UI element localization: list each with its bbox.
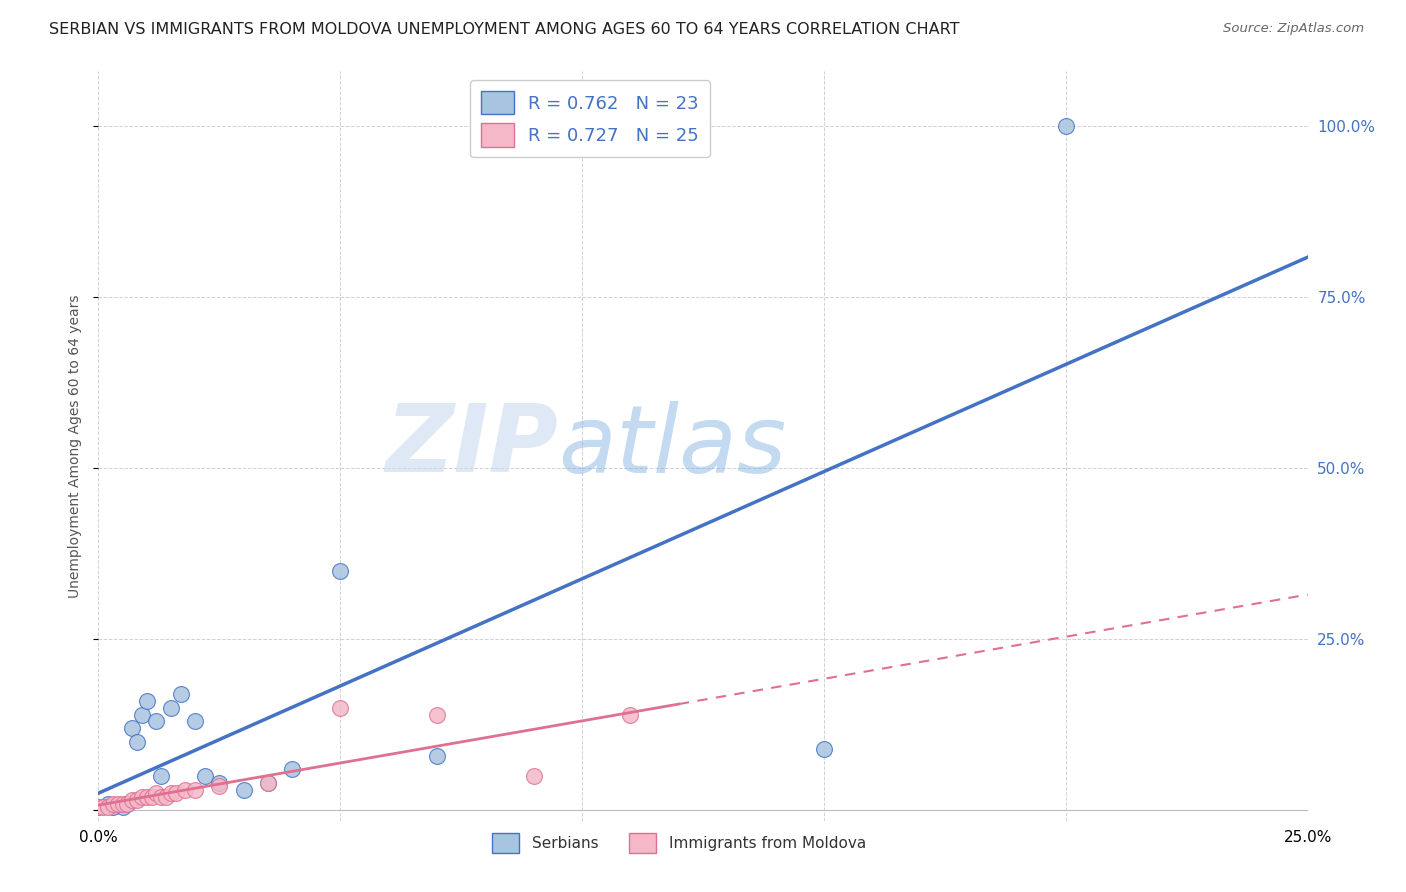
Point bbox=[169, 687, 191, 701]
Point bbox=[184, 782, 207, 797]
Point bbox=[256, 776, 278, 790]
Y-axis label: Unemployment Among Ages 60 to 64 years: Unemployment Among Ages 60 to 64 years bbox=[69, 294, 83, 598]
Point bbox=[87, 800, 110, 814]
Point bbox=[174, 782, 197, 797]
Legend: Serbians, Immigrants from Moldova: Serbians, Immigrants from Moldova bbox=[482, 823, 875, 862]
Point bbox=[426, 748, 449, 763]
Point bbox=[160, 786, 183, 800]
Point bbox=[121, 793, 143, 807]
Point bbox=[194, 769, 217, 783]
Point bbox=[232, 782, 254, 797]
Point bbox=[97, 800, 120, 814]
Point bbox=[101, 800, 124, 814]
Point bbox=[160, 700, 183, 714]
Point bbox=[256, 776, 278, 790]
Point bbox=[87, 800, 110, 814]
Point bbox=[208, 776, 231, 790]
Point bbox=[329, 564, 352, 578]
Point bbox=[121, 721, 143, 735]
Point bbox=[131, 707, 153, 722]
Point bbox=[619, 707, 641, 722]
Point bbox=[281, 762, 304, 776]
Point bbox=[127, 793, 149, 807]
Point bbox=[329, 700, 352, 714]
Point bbox=[150, 769, 173, 783]
Point bbox=[117, 797, 139, 811]
Text: ZIP: ZIP bbox=[385, 400, 558, 492]
Point bbox=[813, 741, 835, 756]
Point bbox=[135, 789, 157, 804]
Point bbox=[145, 786, 167, 800]
Point bbox=[1054, 119, 1077, 133]
Point bbox=[208, 780, 231, 794]
Point bbox=[145, 714, 167, 729]
Point bbox=[117, 797, 139, 811]
Point bbox=[91, 800, 114, 814]
Point bbox=[135, 694, 157, 708]
Point bbox=[101, 797, 124, 811]
Text: SERBIAN VS IMMIGRANTS FROM MOLDOVA UNEMPLOYMENT AMONG AGES 60 TO 64 YEARS CORREL: SERBIAN VS IMMIGRANTS FROM MOLDOVA UNEMP… bbox=[49, 22, 960, 37]
Point bbox=[165, 786, 187, 800]
Point bbox=[150, 789, 173, 804]
Point bbox=[523, 769, 546, 783]
Point bbox=[184, 714, 207, 729]
Point bbox=[97, 797, 120, 811]
Point bbox=[155, 789, 177, 804]
Point bbox=[111, 800, 134, 814]
Point bbox=[111, 797, 134, 811]
Point bbox=[127, 735, 149, 749]
Text: atlas: atlas bbox=[558, 401, 786, 491]
Point bbox=[107, 797, 129, 811]
Text: Source: ZipAtlas.com: Source: ZipAtlas.com bbox=[1223, 22, 1364, 36]
Point bbox=[141, 789, 163, 804]
Point bbox=[131, 789, 153, 804]
Point bbox=[426, 707, 449, 722]
